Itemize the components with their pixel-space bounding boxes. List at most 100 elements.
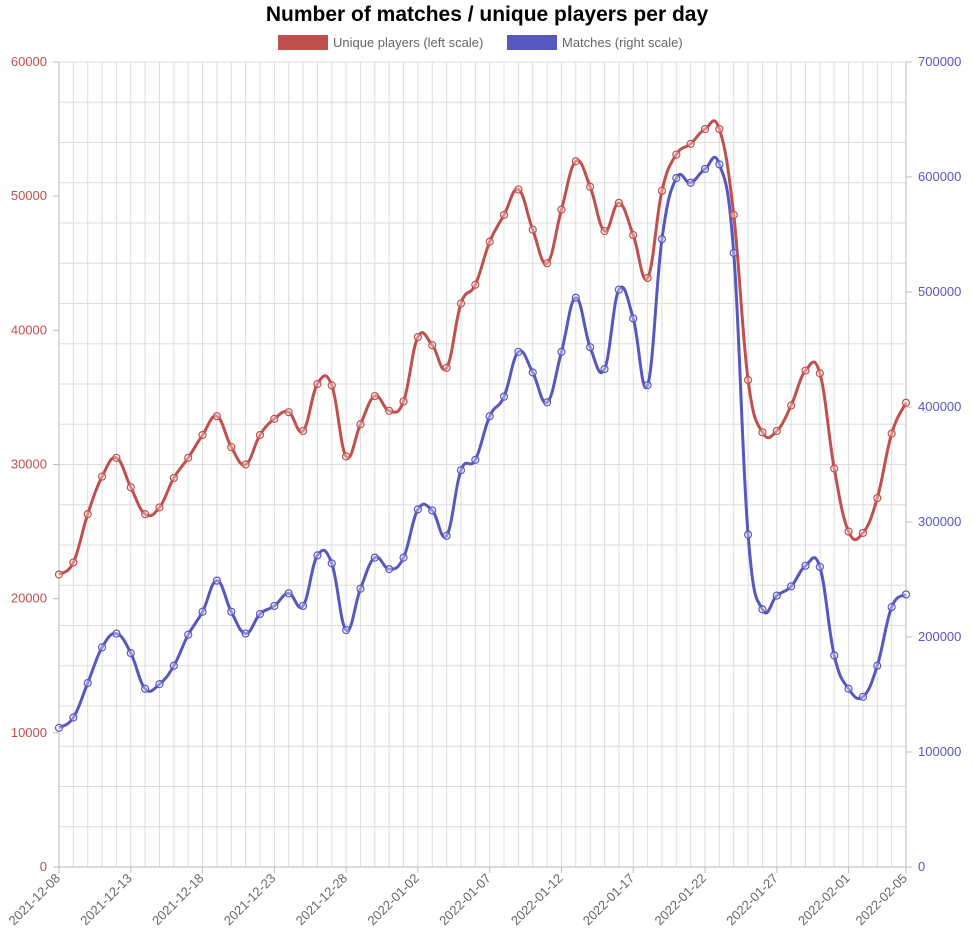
data-point-matches[interactable] [614, 285, 623, 294]
data-point-matches[interactable] [69, 713, 78, 722]
data-point-unique-players[interactable] [514, 185, 523, 194]
data-point-matches[interactable] [815, 562, 824, 571]
data-point-matches[interactable] [212, 576, 222, 585]
data-point-matches[interactable] [155, 680, 164, 689]
data-point-unique-players[interactable] [342, 452, 351, 461]
data-point-matches[interactable] [385, 565, 394, 574]
data-point-unique-players[interactable] [141, 510, 150, 519]
data-point-matches[interactable] [729, 248, 738, 257]
data-point-unique-players[interactable] [198, 430, 207, 440]
data-point-matches[interactable] [557, 347, 566, 356]
data-point-unique-players[interactable] [83, 510, 92, 519]
data-point-unique-players[interactable] [284, 408, 293, 417]
data-point-matches[interactable] [399, 553, 408, 562]
data-point-unique-players[interactable] [715, 124, 724, 134]
data-point-unique-players[interactable] [471, 280, 480, 289]
data-point-unique-players[interactable] [614, 198, 623, 207]
data-point-unique-players[interactable] [657, 186, 667, 195]
data-point-matches[interactable] [887, 602, 896, 612]
data-point-unique-players[interactable] [212, 412, 222, 421]
data-point-unique-players[interactable] [772, 426, 781, 436]
data-point-matches[interactable] [141, 684, 150, 693]
data-point-unique-players[interactable] [557, 205, 566, 214]
data-point-matches[interactable] [227, 607, 236, 616]
data-point-matches[interactable] [428, 506, 437, 515]
data-point-unique-players[interactable] [112, 453, 121, 462]
data-point-matches[interactable] [255, 609, 265, 619]
data-point-unique-players[interactable] [255, 430, 265, 440]
data-point-unique-players[interactable] [586, 182, 595, 191]
data-point-unique-players[interactable] [385, 406, 394, 415]
data-point-matches[interactable] [413, 505, 422, 514]
data-point-unique-players[interactable] [485, 237, 494, 246]
data-point-unique-players[interactable] [456, 299, 466, 308]
data-point-matches[interactable] [629, 314, 638, 323]
data-point-unique-players[interactable] [686, 139, 695, 148]
data-point-matches[interactable] [471, 455, 480, 464]
data-point-matches[interactable] [198, 607, 207, 616]
data-point-matches[interactable] [126, 648, 135, 658]
data-point-unique-players[interactable] [428, 340, 437, 350]
data-point-unique-players[interactable] [901, 398, 911, 407]
data-point-unique-players[interactable] [413, 332, 422, 342]
data-point-unique-players[interactable] [327, 381, 336, 390]
data-point-unique-players[interactable] [270, 414, 279, 423]
data-point-unique-players[interactable] [787, 401, 796, 410]
data-point-matches[interactable] [571, 293, 580, 302]
data-point-matches[interactable] [643, 381, 652, 390]
data-point-unique-players[interactable] [126, 483, 135, 492]
data-point-matches[interactable] [686, 178, 695, 187]
data-point-unique-players[interactable] [858, 528, 868, 538]
data-point-unique-players[interactable] [571, 157, 580, 166]
data-point-matches[interactable] [830, 651, 839, 660]
data-point-unique-players[interactable] [758, 428, 767, 437]
data-point-matches[interactable] [342, 625, 351, 635]
data-point-unique-players[interactable] [313, 379, 322, 389]
data-point-matches[interactable] [442, 531, 451, 540]
data-point-matches[interactable] [169, 661, 178, 670]
data-point-matches[interactable] [485, 412, 494, 421]
data-point-unique-players[interactable] [801, 366, 810, 375]
data-point-matches[interactable] [743, 530, 753, 539]
data-point-matches[interactable] [901, 590, 911, 599]
data-point-matches[interactable] [370, 553, 379, 562]
data-point-unique-players[interactable] [370, 391, 379, 401]
data-point-unique-players[interactable] [830, 464, 839, 473]
data-point-matches[interactable] [241, 629, 250, 638]
data-point-unique-players[interactable] [442, 363, 451, 372]
data-point-unique-players[interactable] [69, 558, 78, 567]
data-point-unique-players[interactable] [499, 210, 509, 220]
data-point-matches[interactable] [327, 559, 336, 568]
data-point-matches[interactable] [514, 347, 523, 356]
data-point-unique-players[interactable] [643, 273, 652, 283]
data-point-matches[interactable] [657, 235, 667, 244]
data-point-matches[interactable] [298, 601, 308, 611]
data-point-matches[interactable] [313, 551, 322, 560]
data-point-unique-players[interactable] [729, 210, 738, 220]
data-point-unique-players[interactable] [399, 397, 408, 406]
data-point-matches[interactable] [600, 364, 609, 374]
data-point-matches[interactable] [83, 678, 92, 688]
data-point-unique-players[interactable] [184, 453, 193, 462]
data-point-matches[interactable] [715, 160, 724, 169]
data-point-unique-players[interactable] [356, 420, 365, 429]
data-point-matches[interactable] [356, 584, 365, 593]
data-point-matches[interactable] [97, 643, 107, 652]
data-point-unique-players[interactable] [700, 124, 710, 134]
data-point-matches[interactable] [873, 661, 882, 670]
data-point-unique-players[interactable] [528, 225, 537, 234]
data-point-unique-players[interactable] [97, 472, 107, 481]
data-point-matches[interactable] [672, 174, 681, 183]
data-point-matches[interactable] [543, 398, 552, 407]
data-point-unique-players[interactable] [600, 226, 609, 236]
data-point-matches[interactable] [801, 561, 810, 570]
data-point-unique-players[interactable] [227, 442, 236, 452]
data-point-matches[interactable] [858, 692, 868, 701]
data-point-matches[interactable] [270, 601, 279, 611]
data-point-matches[interactable] [844, 684, 853, 693]
data-point-unique-players[interactable] [743, 375, 753, 385]
data-point-unique-players[interactable] [672, 150, 681, 159]
data-point-unique-players[interactable] [543, 259, 552, 268]
data-point-unique-players[interactable] [298, 426, 308, 436]
data-point-matches[interactable] [54, 723, 64, 732]
